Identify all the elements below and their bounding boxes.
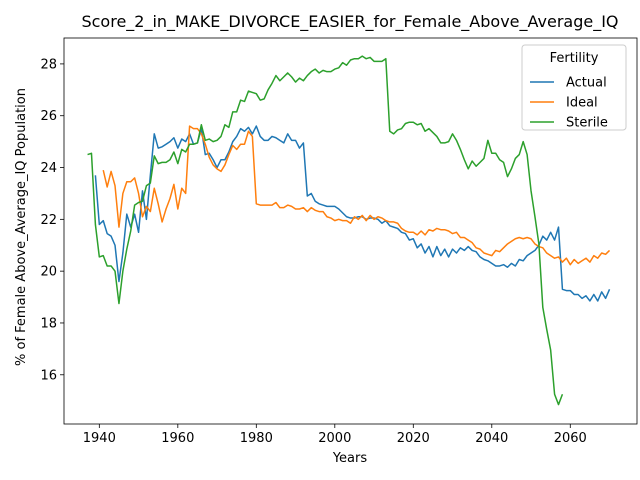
y-tick-label: 24 (40, 161, 57, 176)
y-tick-label: 26 (40, 109, 57, 124)
legend-title: Fertility (550, 51, 599, 66)
y-tick-label: 18 (40, 316, 57, 331)
y-tick-label: 28 (40, 57, 57, 72)
x-tick-label: 1980 (240, 431, 273, 446)
x-tick-label: 2040 (475, 431, 508, 446)
x-tick-label: 1960 (161, 431, 194, 446)
y-tick-label: 16 (40, 368, 57, 383)
x-tick-label: 2000 (318, 431, 351, 446)
x-tick-label: 2020 (397, 431, 430, 446)
legend: Fertility Actual Ideal Sterile (522, 45, 626, 131)
legend-label-ideal: Ideal (566, 96, 598, 111)
y-tick-label: 20 (40, 265, 57, 280)
y-tick-label: 22 (40, 213, 57, 228)
x-tick-label: 1940 (83, 431, 116, 446)
x-axis-label: Years (332, 451, 368, 466)
legend-label-sterile: Sterile (566, 116, 608, 131)
chart-title: Score_2_in_MAKE_DIVORCE_EASIER_for_Femal… (81, 12, 618, 32)
legend-label-actual: Actual (566, 76, 607, 91)
x-tick-label: 2060 (554, 431, 587, 446)
y-axis-label: % of Female Above_Average_IQ Population (14, 88, 29, 366)
